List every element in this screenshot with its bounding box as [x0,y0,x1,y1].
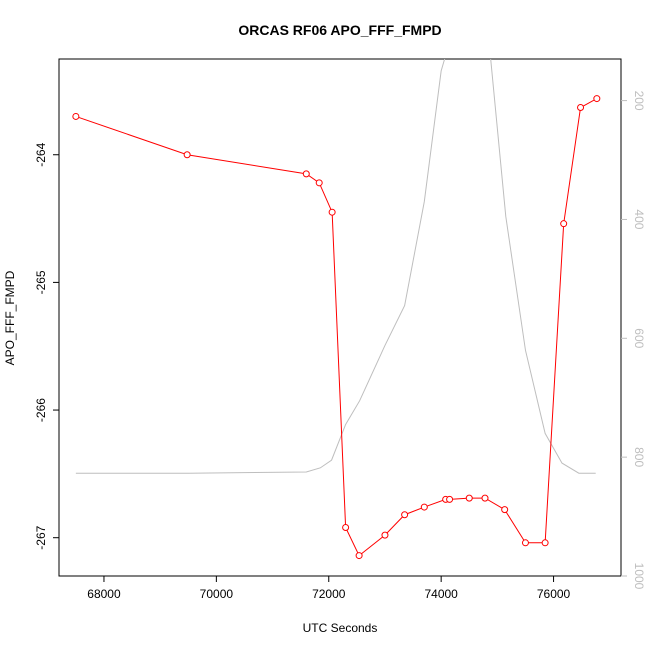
y2-tick-label: 400 [632,209,646,229]
data-point [328,208,336,216]
y2-tick-label: 200 [632,91,646,111]
data-point [302,170,310,178]
y2-tick-label: 800 [632,447,646,467]
data-point [446,495,454,503]
data-point [315,179,323,187]
primary-series-line [75,98,598,557]
plot-frame [58,58,622,577]
y-tick-label: -264 [34,142,48,166]
y-tick-label: -266 [34,398,48,422]
data-point [183,151,191,159]
y2-tick-label: 1000 [632,563,646,590]
data-point [465,494,473,502]
x-tick-label: 68000 [87,587,121,601]
data-point [355,552,363,560]
chart-title: ORCAS RF06 APO_FFF_FMPD [238,22,441,38]
series-layer [72,59,601,560]
data-point [72,112,80,120]
data-point [501,506,509,514]
data-point [401,511,409,519]
y-axis-label: APO_FFF_FMPD [3,270,17,365]
x-tick-label: 70000 [200,587,234,601]
data-point [420,503,428,511]
data-point [481,494,489,502]
y-tick-label: -265 [34,270,48,294]
data-point [521,539,529,547]
data-point [560,220,568,228]
data-point [593,95,601,103]
y-tick-label: -267 [34,525,48,549]
x-tick-label: 76000 [537,587,571,601]
data-point [381,531,389,539]
y2-tick-label: 600 [632,328,646,348]
x-tick-label: 74000 [424,587,458,601]
data-point [541,539,549,547]
axes-layer: 68000 70000 72000 74000 76000 -264 -265 -266 -26… [34,91,646,601]
secondary-series-line [75,59,596,474]
x-axis-label: UTC Seconds [303,621,378,635]
x-tick-label: 72000 [312,587,346,601]
data-point [342,523,350,531]
data-point [577,104,585,112]
